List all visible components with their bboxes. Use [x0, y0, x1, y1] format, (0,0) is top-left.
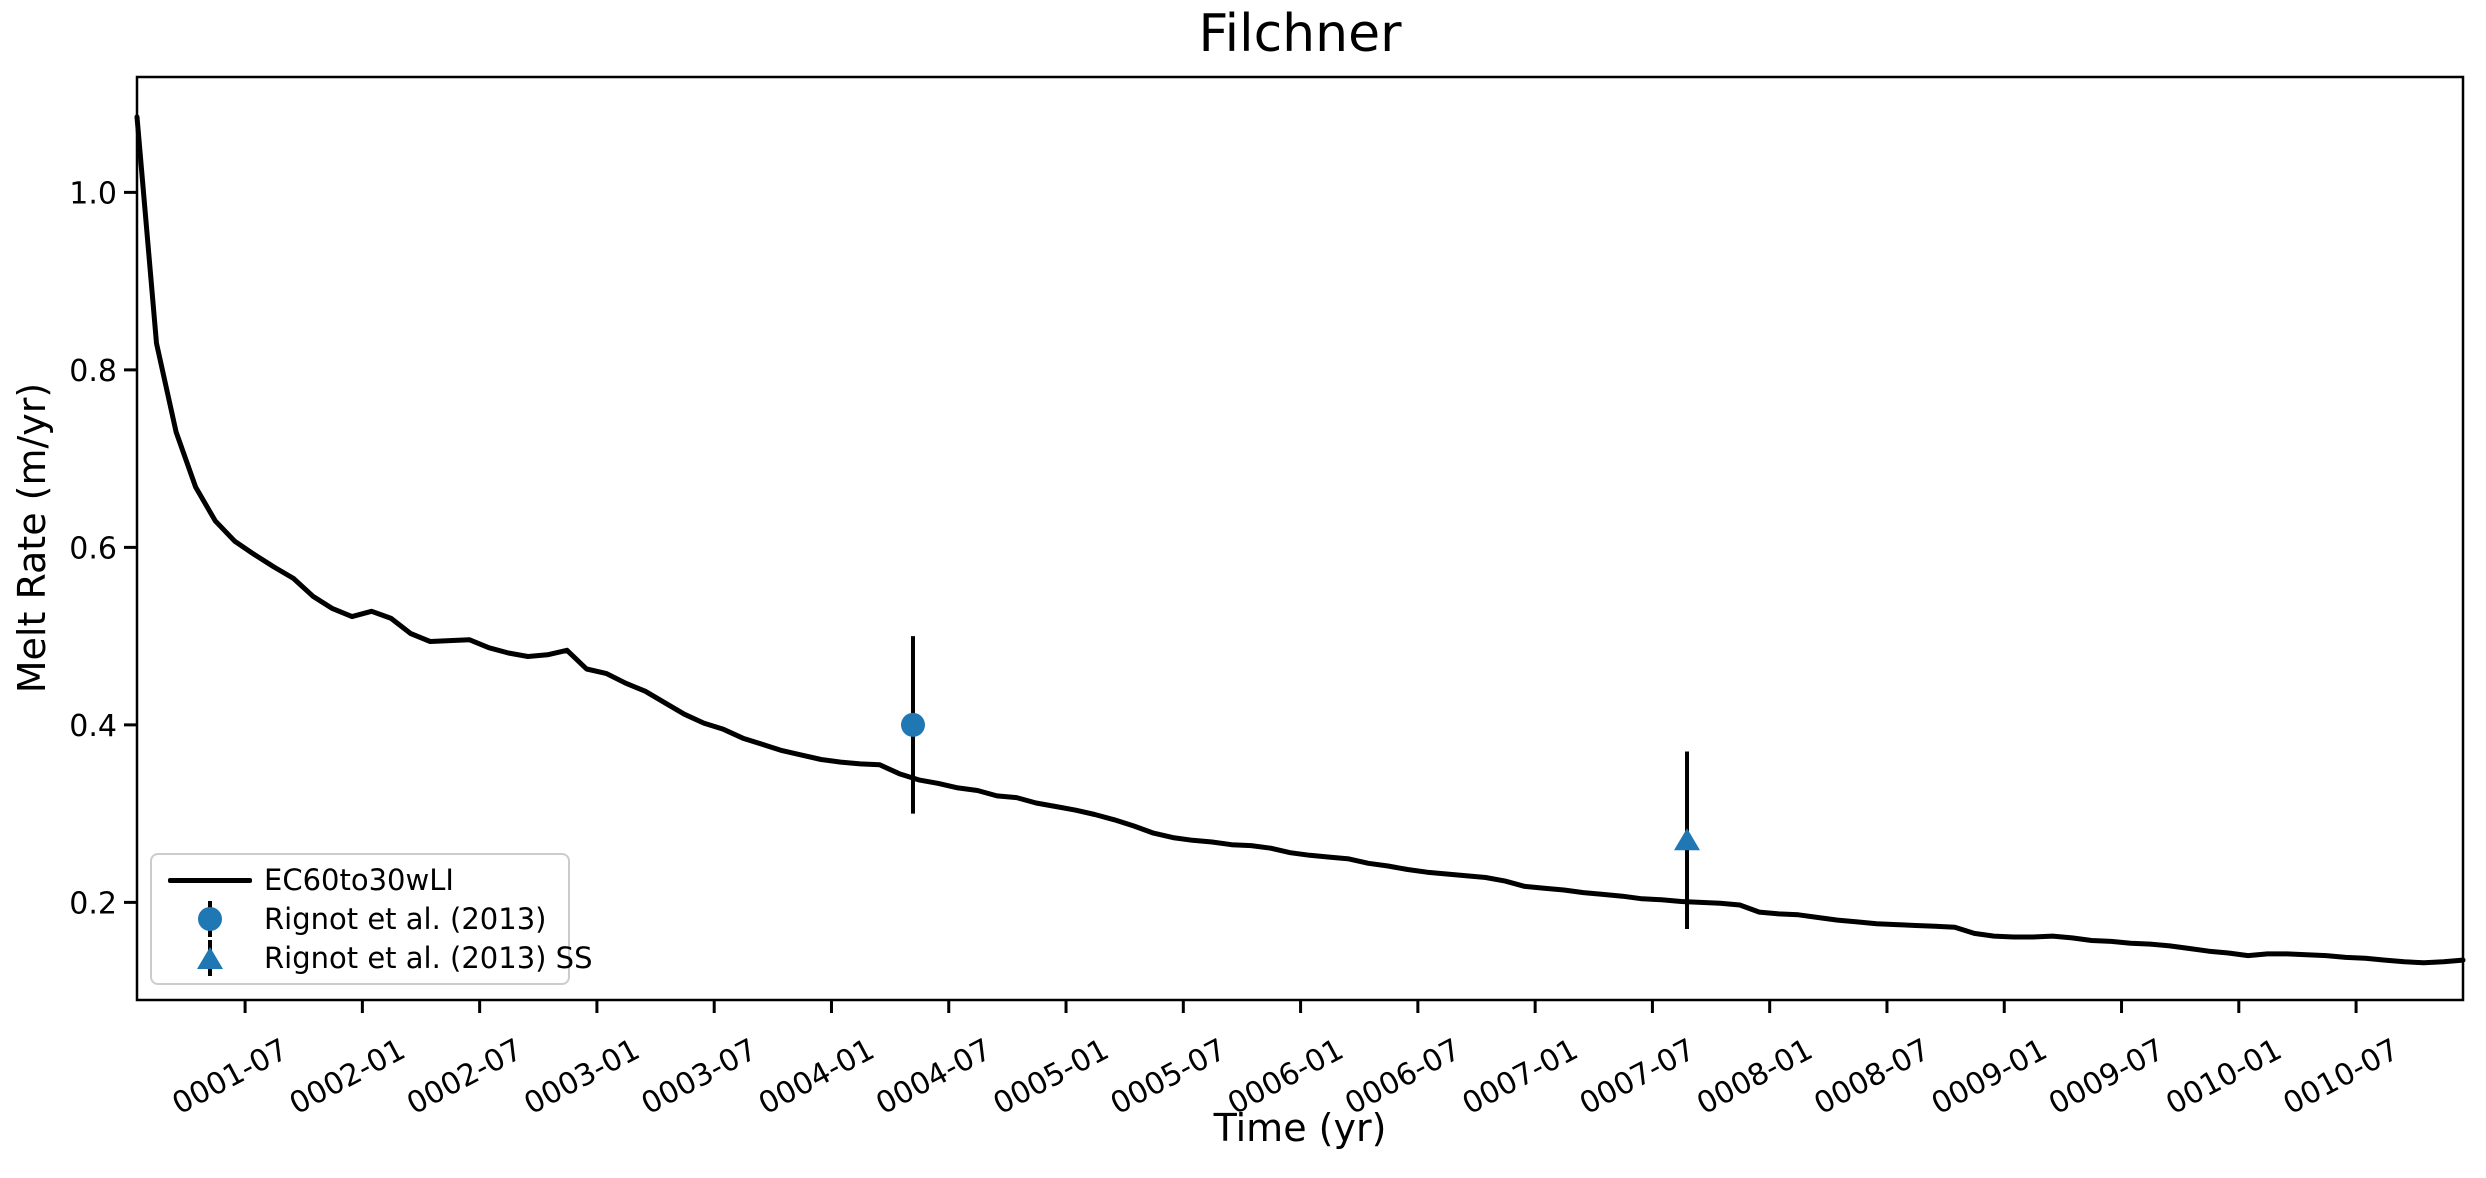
- rignot-circle-marker: [900, 712, 925, 737]
- legend: EC60to30wLI Rignot et al. (2013) Rignot …: [150, 853, 593, 985]
- chart-title: Filchner: [1198, 4, 1402, 64]
- legend-label: EC60to30wLI: [264, 863, 454, 898]
- x-axis-label: Time (yr): [1213, 1106, 1387, 1150]
- melt-rate-line: [134, 114, 2466, 966]
- legend-line-sample-icon: [164, 861, 256, 899]
- legend-item-triangle: Rignot et al. (2013) SS: [164, 939, 593, 977]
- y-tick-label: 0.4: [69, 709, 117, 744]
- y-tick-label: 0.6: [69, 531, 117, 566]
- y-tick-label: 0.2: [69, 886, 117, 921]
- legend-label: Rignot et al. (2013): [264, 901, 547, 936]
- legend-item-line: EC60to30wLI: [164, 861, 556, 899]
- y-tick-label: 1.0: [69, 176, 117, 211]
- legend-circle-marker-icon: [164, 900, 256, 938]
- legend-item-circle: Rignot et al. (2013): [164, 900, 556, 938]
- rignot-ss-triangle-marker: [1674, 828, 1701, 851]
- plot-frame: [135, 75, 2465, 1002]
- y-tick-label: 0.8: [69, 354, 117, 389]
- legend-triangle-marker-icon: [164, 939, 256, 977]
- legend-label: Rignot et al. (2013) SS: [264, 940, 593, 975]
